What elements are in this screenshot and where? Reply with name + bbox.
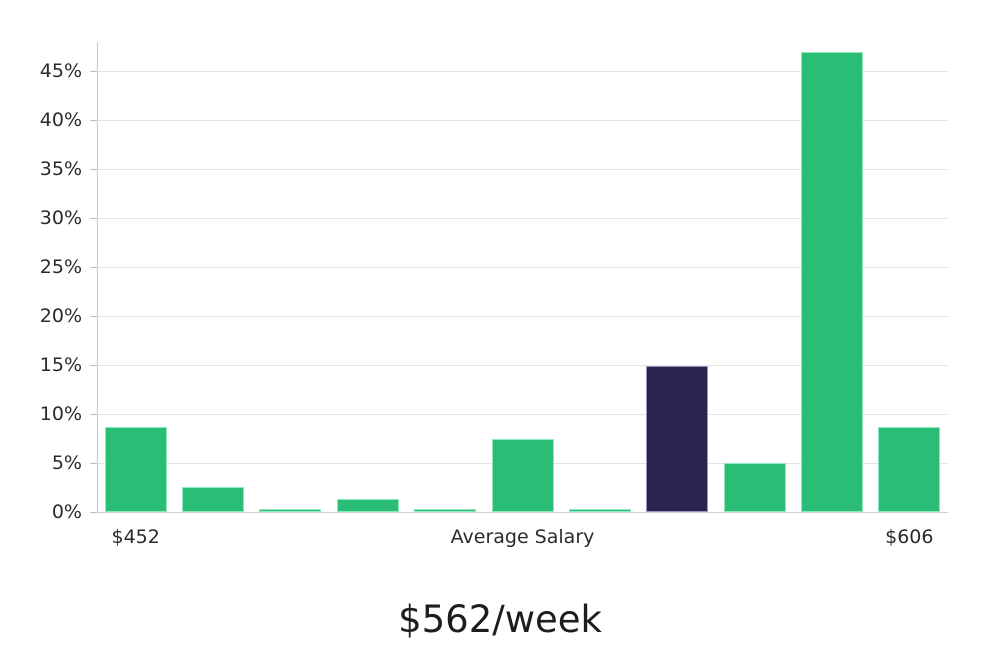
bar[interactable] [724,463,786,512]
y-axis-tick [90,169,97,171]
y-axis-tick [90,463,97,465]
gridline [97,414,948,416]
bar[interactable] [105,427,167,512]
gridline [97,267,948,269]
bar[interactable] [337,499,399,512]
y-axis-spine [97,42,98,513]
x-axis-tick-label: $452 [111,526,160,548]
bar[interactable] [414,509,476,512]
bar[interactable] [492,439,554,512]
plot-area [97,42,948,513]
bar[interactable] [569,509,631,512]
y-axis-tick-label: 30% [39,207,82,230]
y-axis-tick-label: 40% [39,109,82,132]
y-axis-tick-label: 35% [39,158,82,181]
bar-highlighted[interactable] [646,366,708,512]
y-axis-tick-label: 25% [39,256,82,279]
y-axis-tick [90,414,97,416]
bar[interactable] [259,509,321,512]
y-axis-tick-label: 0% [51,501,82,523]
bar[interactable] [878,427,940,512]
y-axis-tick-label: 20% [39,305,82,328]
x-axis-tick-label: $606 [885,526,934,548]
y-axis-tick [90,71,97,73]
gridline [97,365,948,367]
x-axis: $452 Average Salary $606 [97,526,948,556]
y-axis-tick-label: 15% [39,354,82,377]
y-axis-tick [90,316,97,318]
y-axis-tick [90,267,97,269]
bar[interactable] [801,52,863,512]
y-axis-tick [90,512,97,513]
gridline [97,512,948,513]
gridline [97,316,948,318]
y-axis-tick-label: 5% [51,452,82,475]
gridline [97,218,948,220]
y-axis-tick-label: 10% [39,403,82,426]
gridline [97,169,948,171]
gridline [97,120,948,122]
y-axis-tick [90,365,97,367]
gridline [97,71,948,73]
bar[interactable] [182,487,244,512]
y-axis-tick [90,120,97,122]
y-axis-tick-label: 45% [39,60,82,83]
chart-caption: $562/week [398,598,602,641]
x-axis-title: Average Salary [450,526,595,548]
y-axis-tick [90,218,97,220]
